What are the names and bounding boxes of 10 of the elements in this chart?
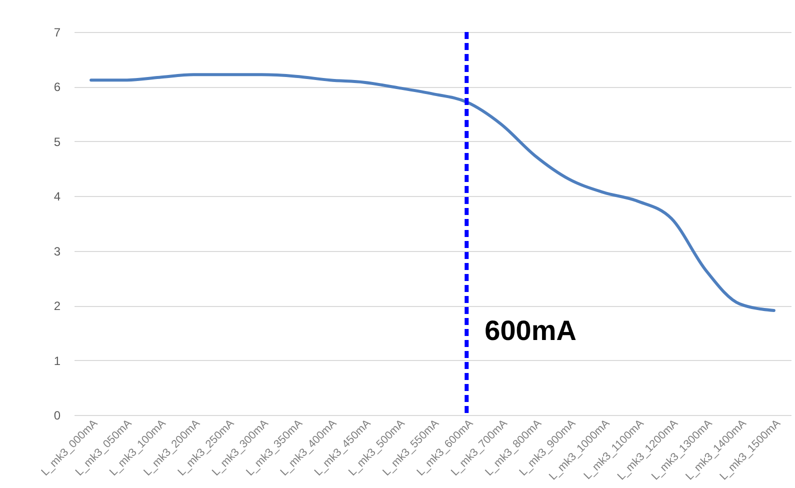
y-tick-label: 3 <box>54 244 61 258</box>
ref-line-label: 600mA <box>484 315 576 346</box>
y-tick-label: 7 <box>54 26 61 40</box>
line-series <box>90 73 776 312</box>
y-tick-label: 6 <box>54 80 61 94</box>
y-tick-label: 0 <box>54 408 61 422</box>
y-tick-label: 1 <box>54 354 61 368</box>
y-tick-label: 4 <box>54 190 61 204</box>
y-tick-label: 5 <box>54 134 61 149</box>
y-tick-label: 2 <box>54 299 61 314</box>
